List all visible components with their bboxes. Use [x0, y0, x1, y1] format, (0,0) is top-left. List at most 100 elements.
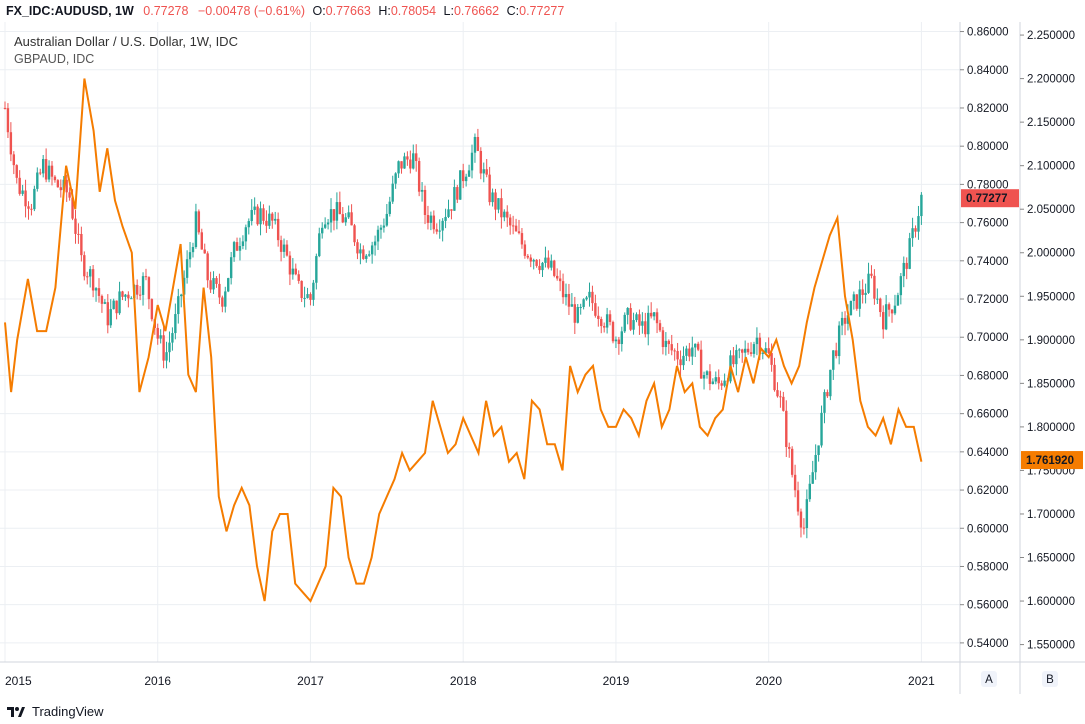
candle-body: [344, 217, 347, 223]
axis-button-b[interactable]: [1042, 671, 1058, 687]
candle-body: [188, 252, 192, 260]
candle-body: [80, 233, 83, 256]
candle-body: [368, 254, 371, 256]
right-price-axis[interactable]: 2.250000 2.200000 2.150000 2.100000 2.050000…: [1020, 30, 1075, 652]
candle-body: [447, 209, 450, 217]
left-tick-label: 0.62000: [967, 485, 1009, 497]
tradingview-logo-icon[interactable]: [6, 705, 26, 719]
left-tick-label: 0.74000: [967, 256, 1009, 268]
candle-body: [288, 255, 292, 275]
candle-body: [920, 194, 923, 217]
last-price: 0.77278: [143, 4, 189, 18]
candle-body: [611, 321, 615, 342]
gbpaud-line: [4, 78, 923, 603]
candle-body: [779, 396, 782, 398]
candle-body: [441, 220, 444, 231]
candle-body: [332, 209, 336, 221]
candle-body: [271, 213, 274, 221]
axis-button-a[interactable]: [981, 671, 997, 687]
candle-body: [359, 249, 362, 254]
candle-body: [835, 350, 838, 357]
candle-body: [582, 299, 585, 307]
left-tick-label: 0.80000: [967, 141, 1009, 153]
last-overlay-label: 1.761920: [1026, 455, 1074, 467]
candle-body: [112, 300, 115, 310]
candle-body: [253, 206, 256, 210]
close-label: C:: [506, 4, 520, 18]
candle-body: [503, 211, 506, 218]
time-axis[interactable]: 2015 2016 2017 2018 2019 2020 2021: [5, 674, 935, 688]
time-tick-label: 2018: [450, 674, 477, 688]
candle-body: [570, 304, 574, 307]
candle-body: [47, 165, 51, 180]
candle-body: [917, 216, 920, 232]
candle-body: [696, 343, 700, 350]
candle-body: [788, 447, 791, 449]
left-tick-label: 0.60000: [967, 523, 1009, 535]
candle-body: [309, 294, 312, 300]
candle-body: [837, 325, 841, 357]
candle-body: [379, 227, 383, 230]
candle-body: [9, 132, 13, 155]
candle-body: [397, 161, 400, 174]
candle-body: [796, 490, 800, 512]
candle-body: [121, 291, 124, 297]
footer: TradingView: [6, 702, 104, 722]
candle-body: [491, 192, 494, 203]
symbol-name[interactable]: FX_IDC:AUDUSD, 1W: [6, 4, 134, 18]
left-price-axis[interactable]: 0.86000 0.84000 0.82000 0.80000 0.78000 0.760…: [960, 27, 1009, 650]
candle-body: [244, 227, 248, 242]
candle-body: [215, 278, 218, 284]
candle-body: [520, 233, 524, 245]
candle-body: [33, 188, 36, 210]
candle-body: [138, 294, 142, 296]
candle-body: [27, 206, 30, 209]
candle-body: [218, 283, 221, 298]
time-tick-label: 2016: [144, 674, 171, 688]
candle-body: [297, 274, 300, 281]
candle-body: [303, 297, 306, 299]
candle-body: [694, 343, 697, 348]
candle-body: [799, 511, 803, 528]
candle-body: [347, 212, 350, 218]
open-label: O:: [312, 4, 326, 18]
candle-body: [165, 352, 168, 361]
plot-area[interactable]: [0, 22, 960, 662]
candle-body: [887, 304, 891, 310]
symbol-header: FX_IDC:AUDUSD, 1W 0.77278 −0.00478 (−0.6…: [0, 0, 966, 22]
left-tick-label: 0.86000: [967, 27, 1009, 39]
candle-body: [182, 277, 186, 295]
candle-body: [118, 291, 121, 314]
candle-body: [224, 291, 227, 307]
right-tick-label: 1.900000: [1027, 335, 1075, 347]
candle-body: [53, 176, 57, 181]
candle-body: [376, 229, 380, 242]
candle-body: [400, 161, 403, 169]
candle-body: [811, 472, 814, 484]
candle-body: [159, 335, 162, 339]
candle-body: [820, 412, 823, 446]
price-change: −0.00478 (−0.61%): [197, 4, 305, 18]
candle-body: [849, 300, 853, 316]
candle-body: [567, 293, 571, 307]
candle-body: [276, 218, 280, 241]
candle-body: [773, 364, 776, 391]
candle-body: [194, 211, 198, 248]
candle-body: [732, 355, 735, 365]
brand-name[interactable]: TradingView: [32, 704, 104, 719]
right-tick-label: 1.800000: [1027, 422, 1075, 434]
candle-body: [782, 396, 785, 411]
candle-body: [97, 288, 101, 296]
candle-body: [206, 253, 209, 281]
candle-body: [127, 294, 130, 299]
candle-body: [517, 231, 521, 234]
candle-body: [843, 317, 847, 324]
candle-body: [602, 326, 606, 328]
candle-body: [227, 278, 230, 292]
candle-body: [135, 284, 139, 295]
candle-body: [362, 249, 365, 259]
candle-body: [550, 260, 553, 268]
candle-body: [867, 273, 870, 293]
